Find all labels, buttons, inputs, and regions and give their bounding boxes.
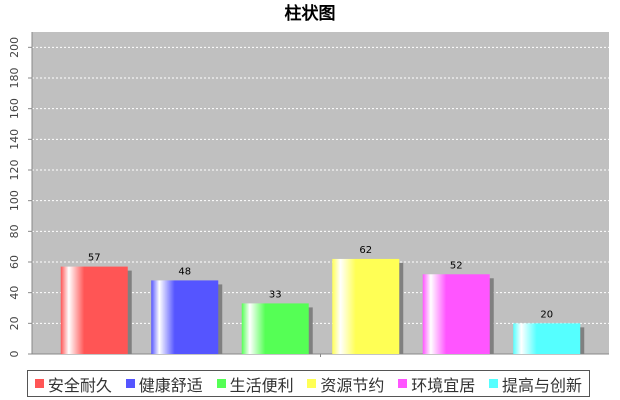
chart-title: 柱状图 xyxy=(285,3,336,24)
legend-label: 安全耐久 xyxy=(47,375,112,395)
chart: 柱状图 0 20 40 60 80 100 120 140 160 180 200 57 48 33 62 5… xyxy=(8,3,609,358)
bar xyxy=(241,303,309,354)
y-tick-label: 140 xyxy=(8,129,21,150)
y-tick-label: 20 xyxy=(8,316,21,330)
legend: 安全耐久 健康舒适 生活便利 资源节约 环境宜居 提高与创新 xyxy=(27,370,590,397)
bar xyxy=(513,323,581,354)
y-tick-label: 160 xyxy=(8,98,21,119)
value-label: 33 xyxy=(269,289,282,300)
legend-swatch xyxy=(398,379,408,388)
y-tick-label: 200 xyxy=(8,37,21,58)
legend-swatch xyxy=(216,379,226,388)
legend-item: 提高与创新 xyxy=(489,372,582,396)
legend-swatch xyxy=(489,379,499,388)
legend-swatch xyxy=(34,379,44,388)
legend-label: 生活便利 xyxy=(229,375,294,395)
y-tick-label: 40 xyxy=(8,286,21,300)
y-tick-label: 180 xyxy=(8,68,21,89)
legend-item: 安全耐久 xyxy=(34,372,112,396)
legend-item: 健康舒适 xyxy=(125,372,203,396)
legend-item: 资源节约 xyxy=(307,372,384,396)
legend-item: 环境宜居 xyxy=(398,372,475,396)
y-tick-label: 80 xyxy=(8,224,21,238)
legend-label: 环境宜居 xyxy=(411,375,476,395)
y-tick-label: 120 xyxy=(8,160,21,181)
y-tick-label: 100 xyxy=(8,190,21,211)
bar xyxy=(60,266,128,354)
legend-item: 生活便利 xyxy=(216,372,294,396)
legend-label: 健康舒适 xyxy=(138,375,203,395)
value-label: 62 xyxy=(359,245,372,256)
y-tick-label: 60 xyxy=(8,255,21,269)
value-label: 57 xyxy=(88,253,101,264)
y-tick-label: 0 xyxy=(8,351,21,358)
legend-label: 提高与创新 xyxy=(502,375,583,395)
value-label: 48 xyxy=(178,266,191,277)
value-label: 20 xyxy=(540,309,553,320)
value-label: 52 xyxy=(450,260,463,271)
bar xyxy=(422,274,490,354)
legend-swatch xyxy=(125,379,135,388)
legend-swatch xyxy=(307,379,317,388)
legend-label: 资源节约 xyxy=(320,375,385,395)
bar xyxy=(151,280,219,354)
bar xyxy=(332,258,400,354)
